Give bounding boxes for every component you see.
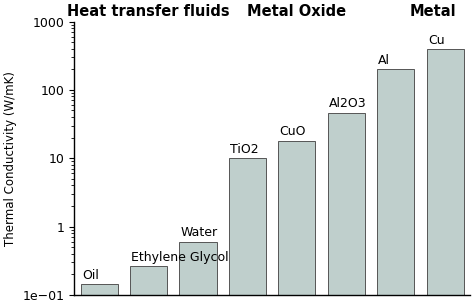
Bar — [180, 242, 217, 307]
Bar — [229, 158, 266, 307]
Text: Oil: Oil — [82, 269, 99, 282]
Text: Heat transfer fluids: Heat transfer fluids — [67, 4, 230, 19]
Text: Metal Oxide: Metal Oxide — [247, 4, 346, 19]
Text: Ethylene Glycol: Ethylene Glycol — [131, 251, 229, 264]
Bar — [81, 284, 118, 307]
Bar — [328, 113, 365, 307]
Bar — [278, 141, 315, 307]
Bar — [427, 49, 464, 307]
Text: CuO: CuO — [280, 125, 306, 138]
Text: Cu: Cu — [428, 33, 445, 47]
Text: Water: Water — [181, 226, 218, 239]
Text: Metal: Metal — [410, 4, 456, 19]
Bar — [377, 69, 414, 307]
Bar — [130, 266, 167, 307]
Y-axis label: Thermal Conductivity (W/mK): Thermal Conductivity (W/mK) — [4, 71, 17, 246]
Text: Al: Al — [378, 54, 391, 67]
Text: TiO2: TiO2 — [230, 143, 259, 156]
Text: Al2O3: Al2O3 — [329, 97, 366, 111]
